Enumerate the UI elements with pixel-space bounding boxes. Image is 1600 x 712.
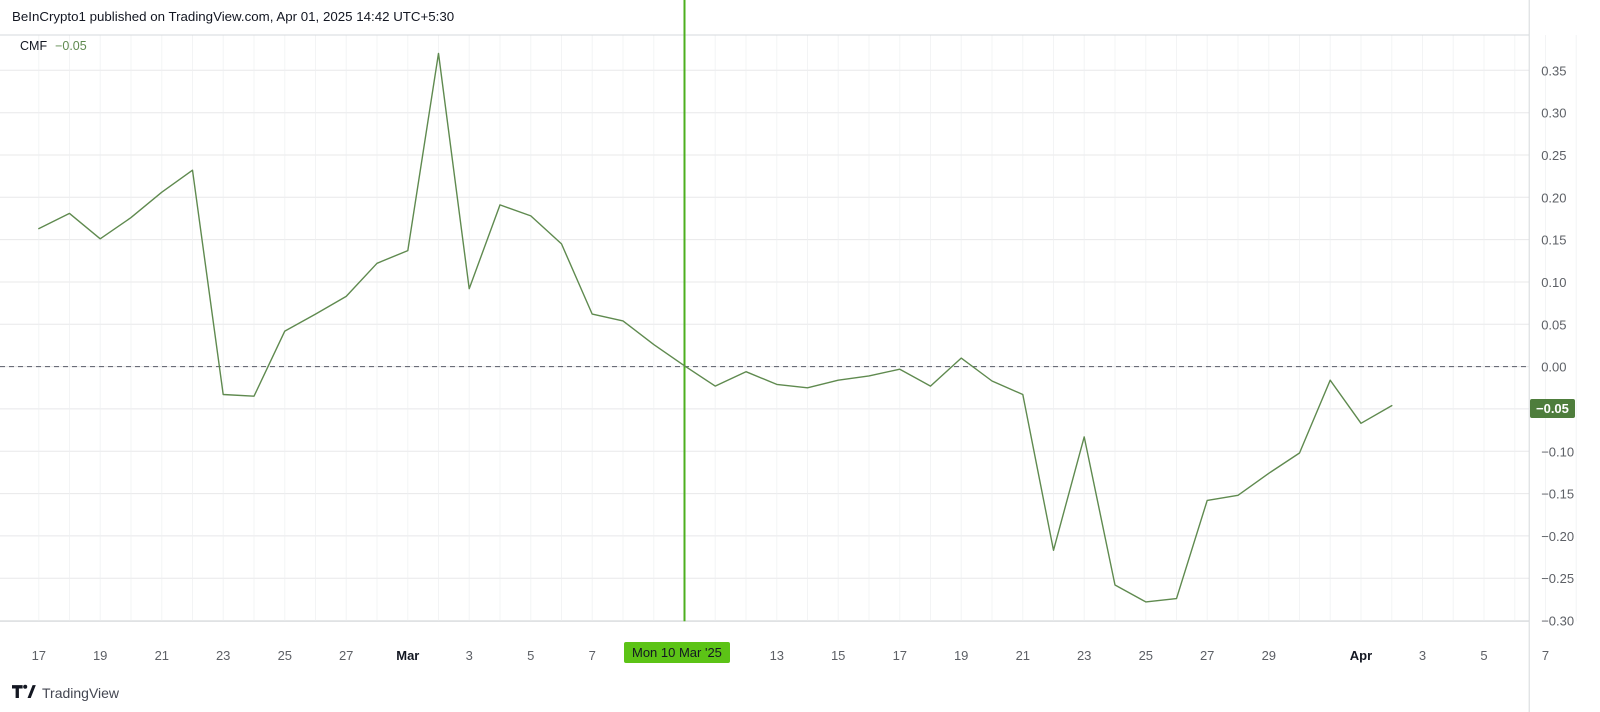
svg-text:21: 21 [155, 648, 169, 663]
svg-text:3: 3 [1419, 648, 1426, 663]
svg-text:27: 27 [339, 648, 353, 663]
svg-text:23: 23 [1077, 648, 1091, 663]
svg-text:23: 23 [216, 648, 230, 663]
svg-text:19: 19 [93, 648, 107, 663]
svg-text:27: 27 [1200, 648, 1214, 663]
svg-text:0.00: 0.00 [1541, 360, 1566, 375]
svg-text:Apr: Apr [1350, 648, 1372, 663]
svg-text:29: 29 [1262, 648, 1276, 663]
svg-text:0.25: 0.25 [1541, 148, 1566, 163]
svg-text:7: 7 [1542, 648, 1549, 663]
svg-text:−0.25: −0.25 [1541, 571, 1574, 586]
svg-text:0.20: 0.20 [1541, 190, 1566, 205]
svg-text:25: 25 [1139, 648, 1153, 663]
svg-text:−0.20: −0.20 [1541, 529, 1574, 544]
svg-text:13: 13 [770, 648, 784, 663]
svg-text:−0.15: −0.15 [1541, 487, 1574, 502]
svg-text:17: 17 [32, 648, 46, 663]
svg-text:17: 17 [893, 648, 907, 663]
svg-text:−0.30: −0.30 [1541, 614, 1574, 629]
svg-text:0.15: 0.15 [1541, 233, 1566, 248]
svg-text:21: 21 [1016, 648, 1030, 663]
svg-text:Mar: Mar [396, 648, 419, 663]
svg-text:25: 25 [278, 648, 292, 663]
svg-text:5: 5 [527, 648, 534, 663]
svg-text:0.30: 0.30 [1541, 106, 1566, 121]
svg-text:0.05: 0.05 [1541, 317, 1566, 332]
svg-text:0.35: 0.35 [1541, 63, 1566, 78]
svg-text:−0.10: −0.10 [1541, 444, 1574, 459]
svg-text:5: 5 [1480, 648, 1487, 663]
svg-text:19: 19 [954, 648, 968, 663]
svg-text:15: 15 [831, 648, 845, 663]
svg-text:0.10: 0.10 [1541, 275, 1566, 290]
svg-text:7: 7 [589, 648, 596, 663]
svg-text:3: 3 [466, 648, 473, 663]
